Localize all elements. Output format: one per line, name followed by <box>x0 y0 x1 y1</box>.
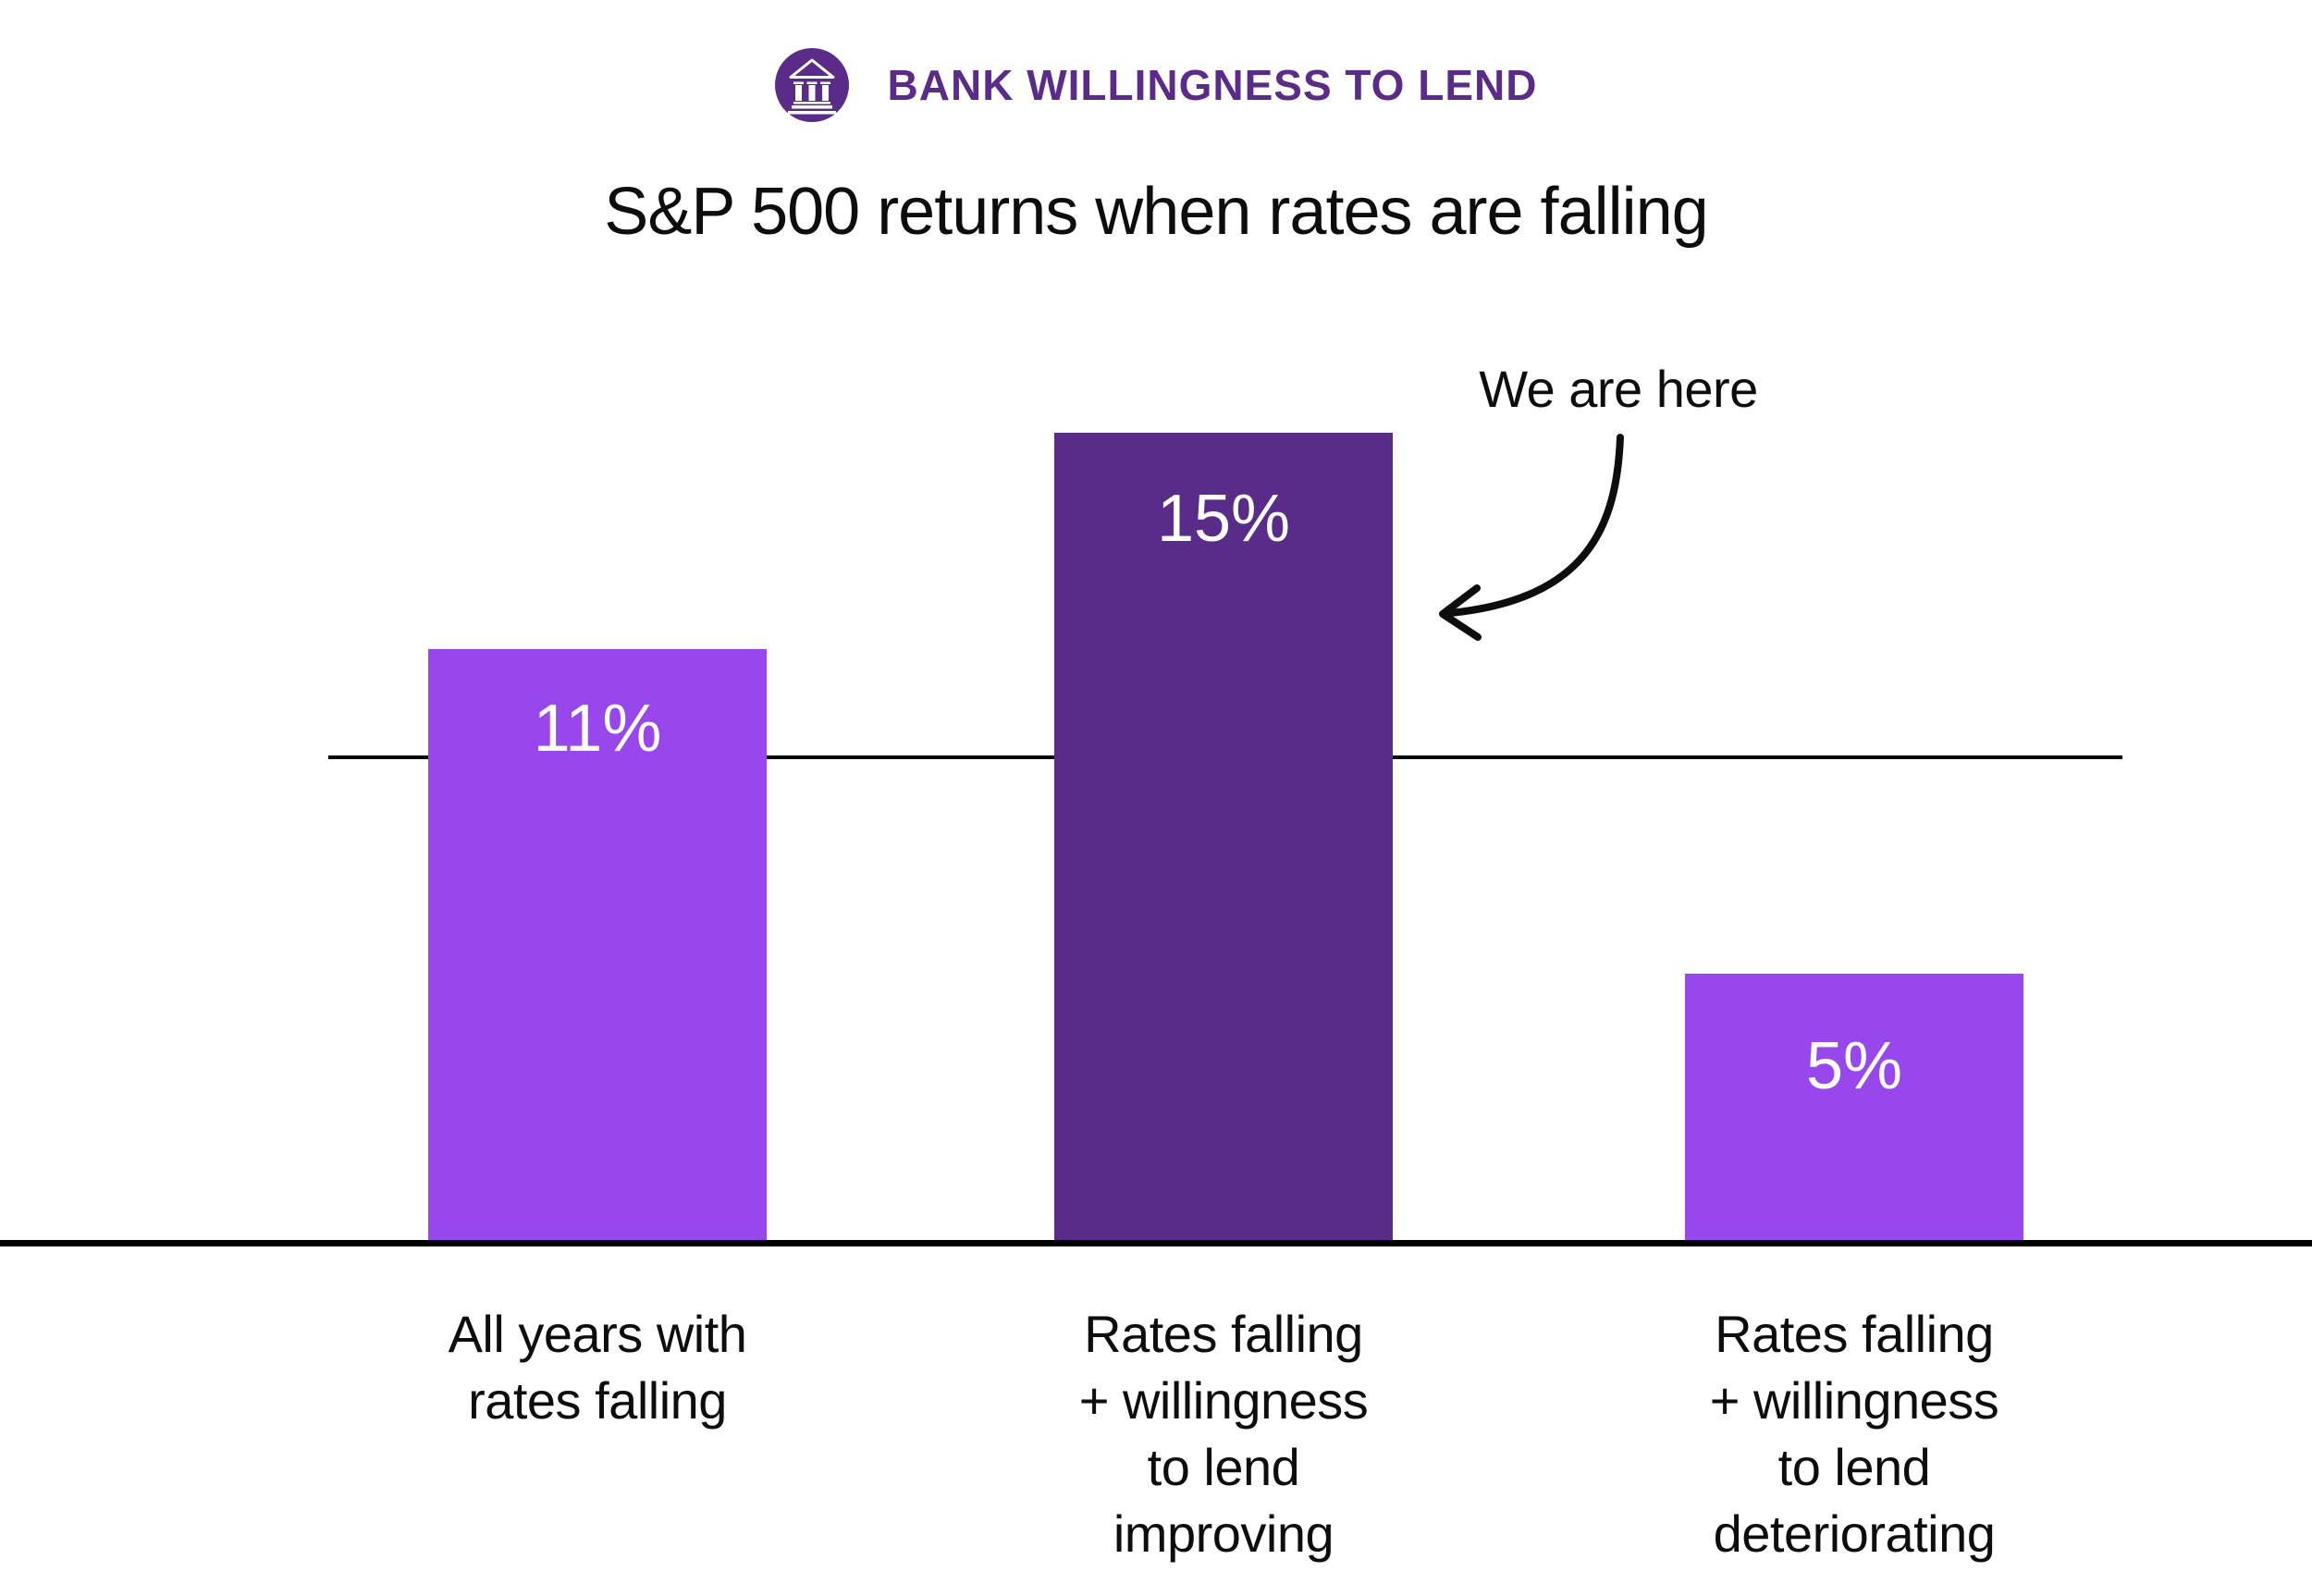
category-label-deteriorating: Rates falling + willingness to lend dete… <box>1531 1301 2178 1567</box>
category-label-line: + willingness <box>1709 1371 1999 1430</box>
category-label-line: Rates falling <box>1084 1305 1363 1363</box>
bar-willingness-improving: 15% <box>1054 433 1393 1244</box>
brand-label: BANK WILLINGNESS TO LEND <box>887 61 1538 109</box>
category-label-line: + willingness <box>1078 1371 1369 1430</box>
category-label-improving: Rates falling + willingness to lend impr… <box>900 1301 1547 1567</box>
value-label: 11% <box>533 692 662 766</box>
category-label-line: to lend <box>1777 1438 1931 1496</box>
bar-willingness-deteriorating: 5% <box>1685 974 2023 1244</box>
we-are-here-label: We are here <box>1479 360 1758 418</box>
category-label-line: improving <box>1113 1504 1334 1563</box>
bar-all-years-rates-falling: 11% <box>428 649 767 1244</box>
category-label-line: Rates falling <box>1715 1305 1994 1363</box>
category-label-line: deteriorating <box>1713 1504 1996 1563</box>
category-label-line: All years with <box>448 1305 747 1363</box>
category-label-line: to lend <box>1147 1438 1300 1496</box>
header: BANK WILLINGNESS TO LEND <box>0 46 2312 124</box>
x-axis-line <box>0 1240 2312 1246</box>
category-label-all-years: All years with rates falling <box>274 1301 921 1434</box>
chart-title: S&P 500 returns when rates are falling <box>604 175 1708 249</box>
value-label: 15% <box>1156 482 1291 556</box>
category-label-line: rates falling <box>468 1371 727 1430</box>
value-label: 5% <box>1805 1029 1903 1103</box>
bank-building-icon <box>774 48 849 122</box>
